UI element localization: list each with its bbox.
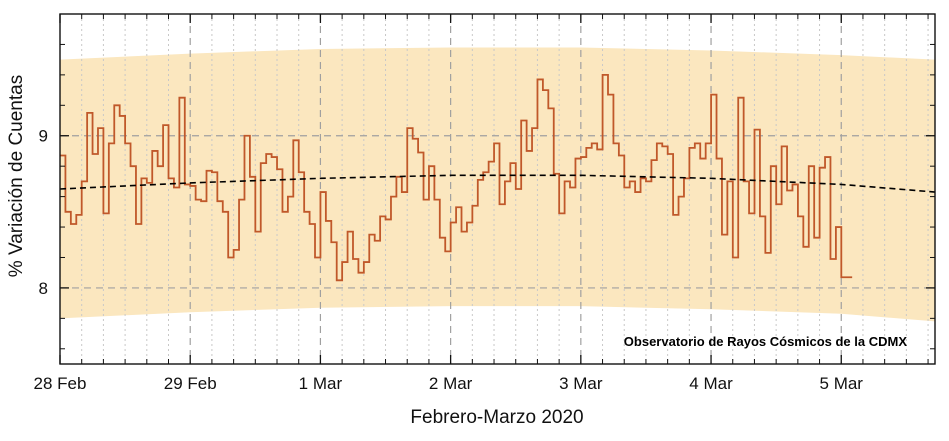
x-tick-label: 28 Feb: [34, 374, 87, 393]
series-step-line: [60, 73, 853, 282]
y-axis-title: % Variación de Cuentas: [6, 75, 27, 277]
observatory-annotation: Observatorio de Rayos Cósmicos de la CDM…: [624, 334, 908, 349]
x-tick-label: 3 Mar: [559, 374, 603, 393]
x-axis-title: Febrero-Marzo 2020: [410, 407, 583, 428]
plot-frame: [59, 13, 936, 365]
x-tick-label: 29 Feb: [164, 374, 217, 393]
ticks: 28 Feb 29 Feb 1 Mar 2 Mar 3 Mar 4 Mar 5 Mar 8 9: [34, 13, 935, 393]
uncertainty-band: [60, 47, 935, 322]
x-tick-label: 4 Mar: [689, 374, 733, 393]
x-tick-label: 1 Mar: [299, 374, 343, 393]
trend-layer: [60, 174, 935, 193]
trend-line: [60, 174, 935, 193]
x-tick-label: 2 Mar: [429, 374, 473, 393]
band-area: [60, 47, 935, 322]
y-tick-label: 8: [39, 279, 48, 298]
y-tick-label: 9: [39, 127, 48, 146]
series-layer: [60, 73, 853, 282]
x-tick-label: 5 Mar: [820, 374, 864, 393]
